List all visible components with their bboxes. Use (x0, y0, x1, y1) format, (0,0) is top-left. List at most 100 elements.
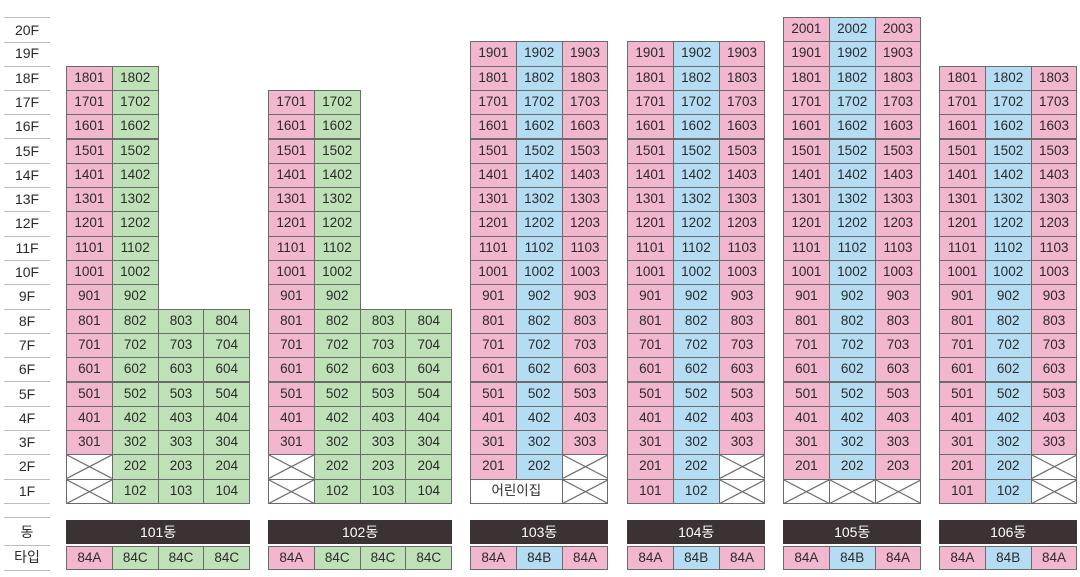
unit-cell: 902 (313, 284, 361, 310)
unit-cell: 704 (203, 332, 251, 359)
unit-cell: 903 (874, 284, 922, 310)
floor-label: 10F (4, 260, 50, 286)
unit-cell: 1402 (828, 162, 876, 189)
unit-cell: 401 (268, 405, 315, 432)
unit-cell: 203 (157, 454, 205, 480)
unit-cell: 601 (783, 357, 830, 383)
unit-cell: 1102 (313, 235, 361, 261)
unit-cell: 601 (939, 357, 986, 383)
unit-cell: 502 (984, 381, 1032, 407)
unit-cell: 203 (359, 454, 407, 480)
empty-unit-cell (561, 454, 609, 480)
unit-cell: 801 (783, 308, 830, 334)
unit-cell: 1502 (111, 138, 159, 164)
unit-cell: 702 (313, 332, 361, 359)
unit-cell: 1301 (939, 187, 986, 213)
unit-cell: 1201 (783, 211, 830, 237)
unit-cell: 601 (268, 357, 315, 383)
unit-cell: 801 (939, 308, 986, 334)
unit-cell: 401 (66, 405, 113, 432)
unavailable-cross-icon (720, 455, 765, 478)
unit-cell: 503 (359, 381, 407, 407)
unit-cell: 803 (1030, 308, 1078, 334)
unit-cell: 702 (984, 332, 1032, 359)
unit-cell: 901 (783, 284, 830, 310)
unit-cell: 1903 (874, 41, 922, 67)
unit-cell: 303 (718, 430, 766, 456)
floor-label: 18F (4, 66, 50, 91)
unit-cell: 1501 (66, 138, 113, 164)
unit-cell: 102 (313, 478, 361, 504)
unit-cell: 1101 (627, 235, 674, 261)
unit-cell: 1403 (561, 162, 609, 189)
unit-cell: 802 (672, 308, 720, 334)
unit-cell: 903 (1030, 284, 1078, 310)
floor-label: 2F (4, 454, 50, 480)
unit-cell: 603 (561, 357, 609, 383)
unit-cell: 1102 (111, 235, 159, 261)
unit-cell: 604 (203, 357, 251, 383)
unit-cell: 201 (939, 454, 986, 480)
unit-cell: 1802 (828, 65, 876, 91)
unit-cell: 402 (984, 405, 1032, 432)
unit-cell: 901 (268, 284, 315, 310)
unit-cell: 1402 (672, 162, 720, 189)
unit-cell: 1501 (783, 138, 830, 164)
unit-cell: 1703 (718, 89, 766, 116)
unit-cell: 1002 (111, 260, 159, 286)
unit-cell: 501 (470, 381, 517, 407)
unit-cell: 404 (203, 405, 251, 432)
unit-cell: 1803 (561, 65, 609, 91)
unit-cell: 1701 (627, 89, 674, 116)
empty-unit-cell (268, 478, 315, 504)
unit-type-cell: 84C (313, 546, 361, 570)
unavailable-cross-icon (269, 480, 314, 503)
unit-cell: 603 (359, 357, 407, 383)
unit-cell: 1603 (1030, 114, 1078, 140)
unit-type-cell: 84C (359, 546, 407, 570)
unit-cell: 1102 (828, 235, 876, 261)
floor-label: 7F (4, 333, 50, 359)
unit-cell: 903 (561, 284, 609, 310)
unit-cell: 1801 (783, 65, 830, 91)
unit-type-cell: 84C (111, 546, 159, 570)
unit-cell: 1202 (828, 211, 876, 237)
unit-cell: 902 (984, 284, 1032, 310)
unit-cell: 701 (470, 332, 517, 359)
unit-cell: 102 (984, 478, 1032, 504)
unit-cell: 1302 (313, 187, 361, 213)
empty-unit-cell (718, 454, 766, 480)
unit-cell: 801 (470, 308, 517, 334)
unit-cell: 1501 (268, 138, 315, 164)
unit-cell: 1701 (939, 89, 986, 116)
empty-unit-cell (874, 478, 922, 504)
unit-type-cell: 84C (405, 546, 453, 570)
unit-cell: 1102 (515, 235, 563, 261)
unit-cell: 1602 (984, 114, 1032, 140)
unit-type-cell: 84B (515, 546, 563, 570)
unit-cell: 1002 (984, 260, 1032, 286)
floor-label: 6F (4, 357, 50, 383)
unit-cell: 1902 (828, 41, 876, 67)
unit-cell: 1802 (111, 65, 159, 91)
unit-cell: 1403 (874, 162, 922, 189)
unit-cell: 1702 (828, 89, 876, 116)
unit-cell: 401 (939, 405, 986, 432)
unit-cell: 502 (313, 381, 361, 407)
unit-cell: 1502 (515, 138, 563, 164)
unit-cell: 802 (111, 308, 159, 334)
unavailable-cross-icon (876, 480, 921, 503)
unit-cell: 1603 (718, 114, 766, 140)
unit-type-cell: 84A (627, 546, 674, 570)
unit-cell: 1601 (939, 114, 986, 140)
empty-unit-cell (66, 454, 113, 480)
empty-unit-cell (1030, 454, 1078, 480)
unit-cell: 302 (672, 430, 720, 456)
unavailable-cross-icon (67, 480, 112, 503)
unit-cell: 1903 (718, 41, 766, 67)
unit-cell: 603 (157, 357, 205, 383)
unit-cell: 1001 (470, 260, 517, 286)
floor-label: 19F (4, 41, 50, 67)
unit-cell: 802 (515, 308, 563, 334)
unit-cell: 1803 (1030, 65, 1078, 91)
